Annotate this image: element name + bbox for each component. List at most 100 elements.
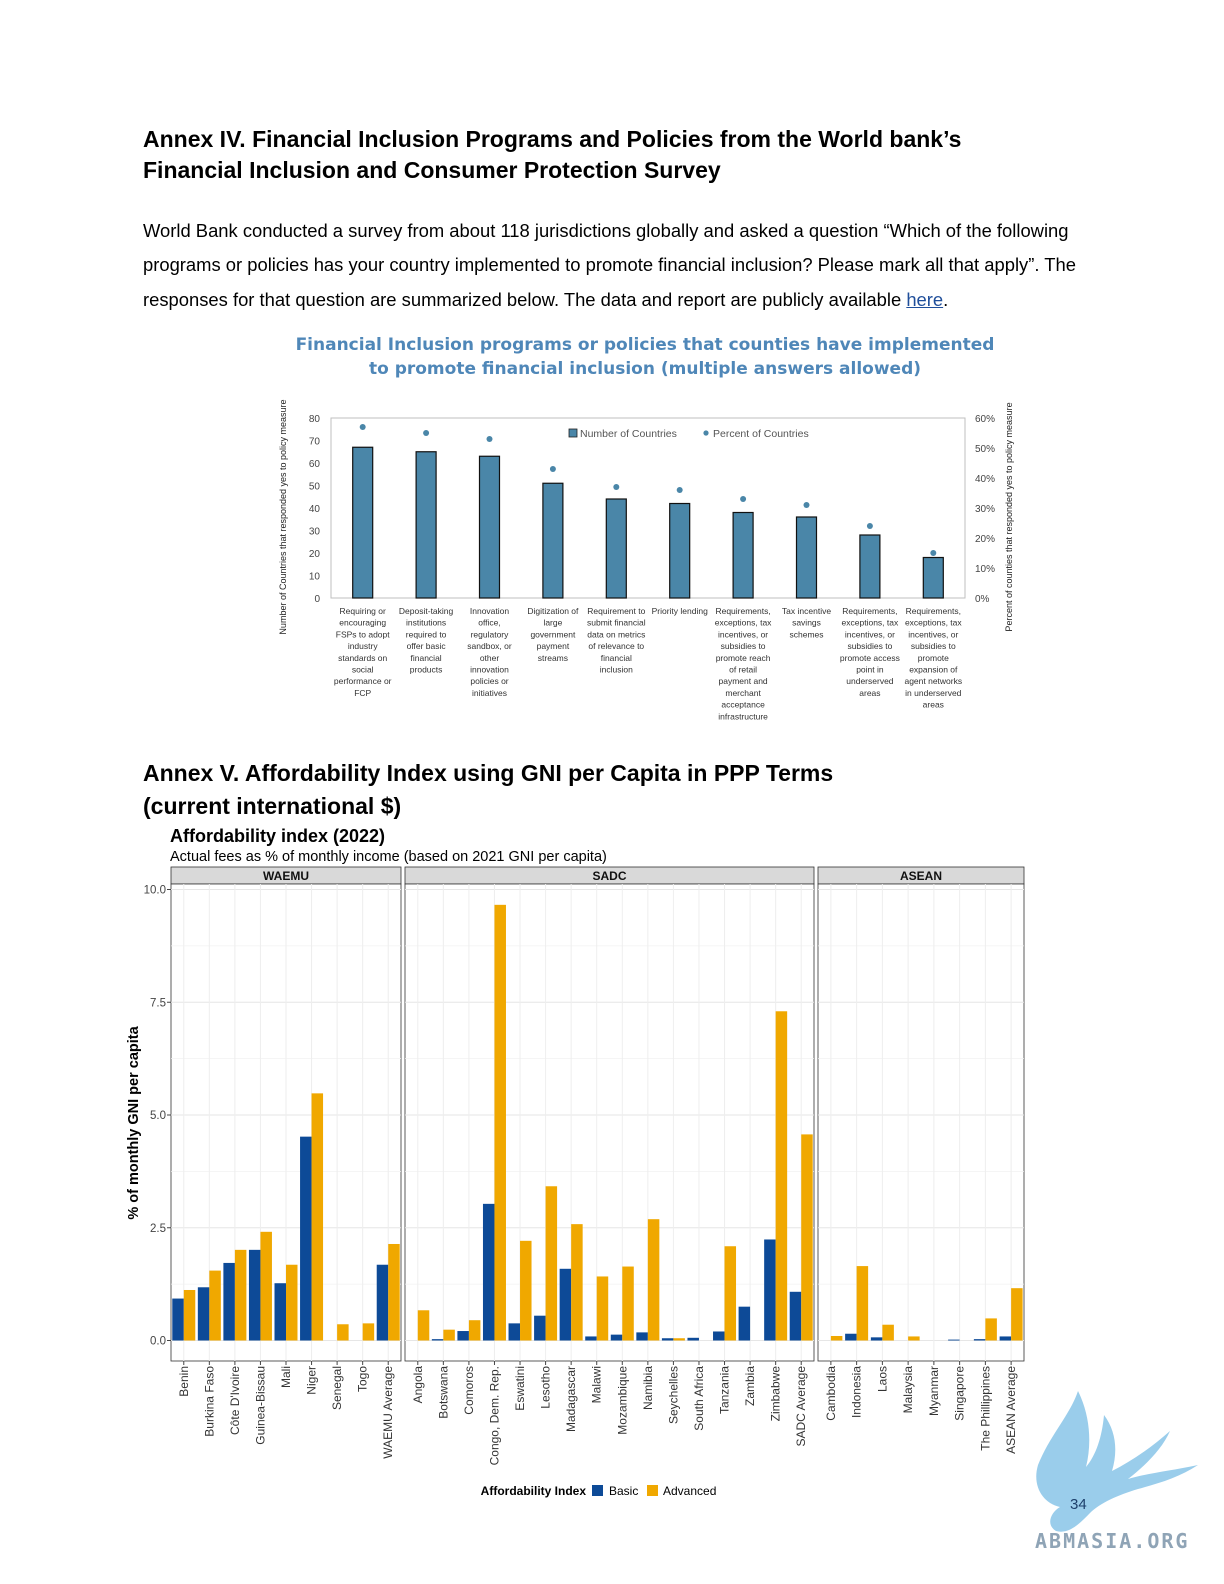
chart2-category-label: Malawi bbox=[590, 1366, 604, 1403]
chart2-title: Affordability index (2022) bbox=[170, 826, 385, 846]
chart1-percent-dot bbox=[549, 466, 556, 472]
advanced-bar bbox=[775, 1011, 788, 1341]
advanced-bar bbox=[830, 1335, 843, 1341]
chart1-percent-dot bbox=[613, 484, 620, 490]
chart1-bar bbox=[922, 556, 944, 599]
chart1-category-label: Priority lending bbox=[652, 606, 708, 616]
chart2-category-label: Niger bbox=[305, 1366, 319, 1395]
panel-plot-area bbox=[817, 883, 1025, 1362]
chart1-y2-tick: 60% bbox=[975, 414, 995, 425]
chart1-category-label: Requirements, exceptions, tax incentives, … bbox=[715, 606, 772, 721]
chart1-y-tick: 20 bbox=[309, 549, 321, 560]
chart1-bar bbox=[732, 511, 754, 599]
basic-bar bbox=[973, 1339, 986, 1341]
chart2-y-tick: 0.0 bbox=[150, 1336, 166, 1348]
chart2-category-label: Seychelles bbox=[666, 1366, 680, 1424]
chart1-percent-dot bbox=[359, 424, 366, 430]
chart2-category-label: SADC Average bbox=[794, 1366, 808, 1447]
chart2-category-label: Botswana bbox=[436, 1366, 450, 1419]
chart1-category-label: Digitization of large government payment str… bbox=[527, 606, 579, 663]
advanced-bar bbox=[311, 1093, 324, 1341]
financial-inclusion-chart: Financial Inclusion programs or policies… bbox=[278, 335, 1014, 721]
legend-number-of-countries: Number of Countries bbox=[580, 428, 677, 440]
chart2-category-label: Singapore bbox=[953, 1366, 967, 1421]
basic-bar bbox=[559, 1268, 572, 1341]
chart2-category-label: Namibia bbox=[641, 1366, 655, 1410]
chart1-percent-dot bbox=[486, 436, 493, 442]
chart1-category-label: Requiring or encouraging FSPs to adopt indu… bbox=[334, 606, 392, 698]
legend-advanced-label: Advanced bbox=[663, 1484, 716, 1498]
watermark-text: ABMASIA.ORG bbox=[1035, 1529, 1189, 1553]
basic-bar bbox=[223, 1262, 235, 1341]
legend-advanced-swatch bbox=[647, 1485, 658, 1496]
basic-bar bbox=[636, 1332, 648, 1341]
chart2-category-label: Guinea-Bissau bbox=[253, 1366, 267, 1445]
chart2-category-label: Angola bbox=[411, 1366, 425, 1404]
legend-basic-label: Basic bbox=[609, 1484, 638, 1498]
chart1-bar bbox=[605, 498, 627, 599]
abmasia-logo: 34 ABMASIA.ORG bbox=[1035, 1391, 1198, 1553]
chart2-category-label: Côte D'Ivoire bbox=[228, 1366, 242, 1435]
advanced-bar bbox=[494, 904, 506, 1341]
chart2-category-label: Togo bbox=[356, 1366, 370, 1392]
basic-bar bbox=[789, 1291, 802, 1341]
chart2-category-label: Indonesia bbox=[850, 1366, 864, 1418]
chart2-category-label: Senegal bbox=[330, 1366, 344, 1410]
annex4-paragraph-text: World Bank conducted a survey from about… bbox=[143, 220, 1076, 310]
chart1-bar bbox=[542, 482, 564, 599]
chart1-category-label: Requirements, exceptions, tax incentives, … bbox=[904, 606, 962, 710]
advanced-bar bbox=[209, 1270, 221, 1341]
basic-bar bbox=[738, 1306, 751, 1341]
annex4-heading-line2: Financial Inclusion and Consumer Protect… bbox=[143, 157, 721, 183]
advanced-bar bbox=[622, 1266, 634, 1341]
panel-strip-label: ASEAN bbox=[900, 869, 942, 883]
chart1-y-tick: 50 bbox=[309, 482, 321, 493]
annex4-paragraph-end: . bbox=[943, 288, 949, 310]
chart1-title-line1: Financial Inclusion programs or policies… bbox=[296, 335, 995, 355]
chart1-y-tick: 10 bbox=[309, 572, 321, 583]
chart2-category-label: WAEMU Average bbox=[381, 1366, 395, 1459]
chart1-percent-dot bbox=[676, 487, 683, 493]
annex4-paragraph: World Bank conducted a survey from about… bbox=[143, 214, 1083, 317]
legend-basic-swatch bbox=[592, 1485, 603, 1496]
chart1-percent-dot bbox=[803, 502, 810, 508]
advanced-bar bbox=[388, 1243, 400, 1341]
annex5-heading-line2: (current international $) bbox=[143, 793, 402, 819]
advanced-bar bbox=[882, 1324, 894, 1341]
legend-title: Affordability Index bbox=[481, 1484, 587, 1498]
chart1-y2-tick: 40% bbox=[975, 474, 995, 485]
chart1-y2-axis-label: Percent of counties that responded yes t… bbox=[1004, 402, 1014, 631]
basic-bar bbox=[610, 1334, 623, 1341]
advanced-bar bbox=[443, 1329, 455, 1341]
basic-bar bbox=[585, 1336, 597, 1341]
advanced-bar bbox=[724, 1246, 737, 1341]
advanced-bar bbox=[362, 1323, 375, 1341]
chart1-plot-area bbox=[330, 417, 966, 599]
advanced-bar bbox=[337, 1324, 349, 1341]
basic-bar bbox=[376, 1264, 389, 1341]
basic-bar bbox=[870, 1337, 883, 1341]
chart2-panel-asean: ASEAN Cambodia Indonesia Laos Malaysia Myanma… bbox=[817, 866, 1025, 1454]
chart2-category-label: Burkina Faso bbox=[202, 1366, 216, 1437]
chart2-legend: Affordability Index Basic Advanced bbox=[481, 1484, 717, 1498]
basic-bar bbox=[431, 1339, 444, 1341]
panel-strip-label: WAEMU bbox=[263, 869, 309, 883]
data-source-link[interactable]: here bbox=[906, 288, 944, 310]
chart1-bar bbox=[478, 455, 501, 599]
chart2-category-label: The Phillippines bbox=[978, 1366, 992, 1451]
chart1-y-tick: 40 bbox=[309, 504, 321, 515]
chart2-category-label: Zambia bbox=[743, 1366, 757, 1406]
chart2-y-axis-label: % of monthly GNI per capita bbox=[126, 1025, 142, 1219]
chart1-y2-tick: 10% bbox=[975, 564, 995, 575]
advanced-bar bbox=[260, 1231, 272, 1341]
basic-bar bbox=[661, 1338, 674, 1341]
advanced-bar bbox=[801, 1134, 813, 1341]
chart1-y2-tick: 0% bbox=[975, 594, 990, 605]
basic-bar bbox=[172, 1298, 184, 1341]
basic-bar bbox=[534, 1315, 546, 1341]
chart1-category-label: Innovation office, regulatory sandbox, or ot… bbox=[467, 606, 512, 698]
chart2-category-label: Cambodia bbox=[824, 1366, 838, 1421]
chart1-category-label: Requirement to submit financial data on me… bbox=[587, 606, 646, 675]
chart1-y2-tick: 50% bbox=[975, 444, 995, 455]
chart1-percent-dot bbox=[423, 430, 430, 436]
